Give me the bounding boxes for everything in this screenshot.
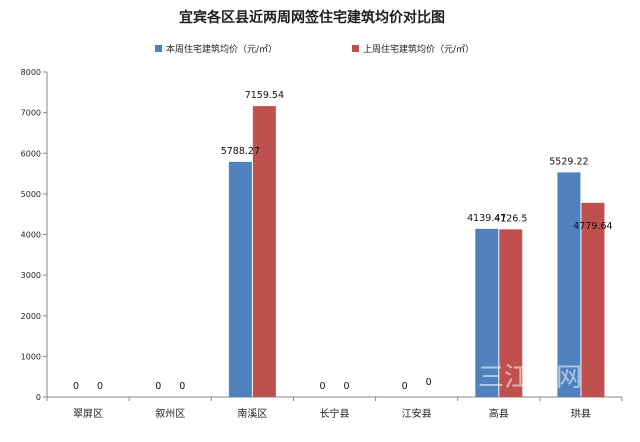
- y-tick-label: 0: [36, 393, 41, 402]
- data-label: 0: [343, 381, 349, 392]
- data-label: 0: [73, 381, 79, 392]
- data-label: 4139.47: [467, 213, 506, 224]
- y-tick-label: 1000: [21, 352, 41, 361]
- y-tick-label: 3000: [21, 271, 41, 280]
- y-tick-label: 6000: [21, 149, 41, 158]
- data-label: 5529.22: [549, 156, 588, 167]
- category-label: 珙县: [571, 408, 591, 420]
- data-label: 4779.64: [573, 221, 612, 232]
- category-label: 翠屏区: [73, 408, 103, 420]
- y-tick-label: 2000: [21, 312, 41, 321]
- y-tick-label: 5000: [21, 190, 41, 199]
- axes: [46, 72, 623, 401]
- bar-this-week: [475, 228, 499, 397]
- data-label: 0: [426, 377, 432, 388]
- data-label: 5788.27: [221, 146, 260, 157]
- data-label: 4126.5: [494, 213, 527, 224]
- data-label: 0: [97, 381, 103, 392]
- bar-last-week: [252, 106, 276, 398]
- y-tick-label: 8000: [21, 68, 41, 77]
- category-labels: 翠屏区 叙州区 南溪区 长宁县 江安县 高县 珙县: [73, 407, 591, 420]
- y-axis-ticks: 0 1000 2000 3000 4000 5000 6000 7000 8000: [21, 68, 47, 402]
- data-label: 0: [155, 381, 161, 392]
- category-label: 长宁县: [320, 407, 350, 420]
- legend: 本周住宅建筑均价（元/㎡） 上周住宅建筑均价（元/㎡）: [155, 43, 474, 55]
- category-label: 江安县: [402, 407, 432, 420]
- y-tick-label: 4000: [21, 231, 41, 240]
- data-label: 0: [179, 381, 185, 392]
- legend-label-this-week: 本周住宅建筑均价（元/㎡）: [166, 43, 277, 55]
- bar-this-week: [557, 172, 581, 397]
- bars: [228, 106, 605, 398]
- data-label: 0: [319, 381, 325, 392]
- bar-last-week: [499, 229, 523, 397]
- watermark: 三江房网: [478, 363, 582, 393]
- chart-title: 宜宾各区县近两周网签住宅建筑均价对比图: [179, 9, 445, 26]
- data-label: 7159.54: [245, 90, 284, 101]
- y-tick-label: 7000: [21, 109, 41, 118]
- legend-label-last-week: 上周住宅建筑均价（元/㎡）: [363, 43, 474, 55]
- category-label: 南溪区: [237, 407, 267, 420]
- legend-swatch-this-week: [155, 45, 162, 52]
- data-label: 0: [402, 381, 408, 392]
- bar-this-week: [228, 161, 252, 397]
- bar-last-week: [581, 202, 605, 397]
- legend-swatch-last-week: [352, 45, 359, 52]
- category-label: 叙州区: [155, 407, 185, 420]
- category-label: 高县: [489, 407, 509, 420]
